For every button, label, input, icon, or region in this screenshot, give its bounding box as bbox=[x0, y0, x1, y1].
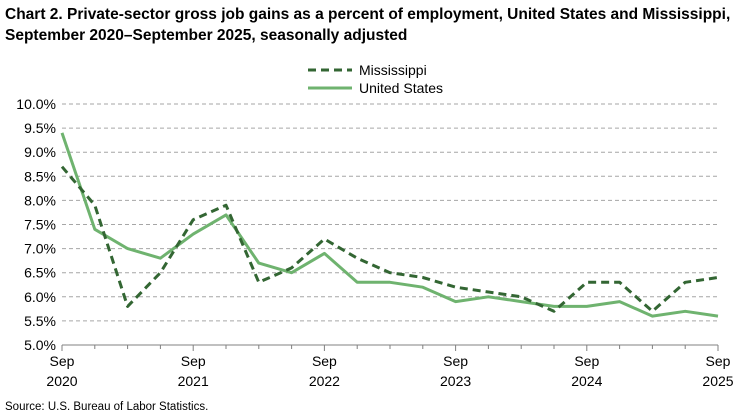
x-tick-label: Sep 2024 bbox=[571, 353, 602, 389]
x-tick-month: Sep bbox=[312, 353, 337, 369]
y-tick-label: 5.0% bbox=[24, 337, 56, 353]
x-tick-month: Sep bbox=[574, 353, 599, 369]
series-lines bbox=[60, 132, 719, 318]
x-tick-label: Sep 2025 bbox=[702, 353, 733, 389]
series-line-mississippi bbox=[60, 165, 719, 313]
y-tick-label: 9.5% bbox=[24, 120, 56, 136]
y-tick-label: 10.0% bbox=[16, 96, 56, 112]
y-tick-label: 6.5% bbox=[24, 265, 56, 281]
axes: 5.0% 5.5% 6.0% 6.5% 7.0% 7.5% 8.0% 8.5% 9.0% 9.5%… bbox=[16, 96, 733, 389]
gridlines bbox=[62, 103, 718, 322]
y-tick-label: 8.5% bbox=[24, 168, 56, 184]
x-tick-month: Sep bbox=[443, 353, 468, 369]
y-tick-label: 6.0% bbox=[24, 289, 56, 305]
y-tick-label: 5.5% bbox=[24, 313, 56, 329]
x-tick-label: Sep 2022 bbox=[309, 353, 340, 389]
y-tick-label: 7.5% bbox=[24, 217, 56, 233]
legend: Mississippi United States bbox=[308, 62, 443, 96]
y-tick-label: 7.0% bbox=[24, 241, 56, 257]
x-tick-year: 2024 bbox=[571, 373, 602, 389]
legend-label: Mississippi bbox=[359, 62, 427, 78]
x-tick-label: Sep 2021 bbox=[178, 353, 209, 389]
x-tick-year: 2023 bbox=[440, 373, 471, 389]
x-tick-label: Sep 2020 bbox=[46, 353, 77, 389]
x-tick-month: Sep bbox=[50, 353, 75, 369]
x-tick-month: Sep bbox=[706, 353, 731, 369]
x-tick-year: 2025 bbox=[702, 373, 733, 389]
x-tick-label: Sep 2023 bbox=[440, 353, 471, 389]
x-tick-year: 2021 bbox=[178, 373, 209, 389]
series-line-united-states bbox=[60, 132, 719, 318]
source-note: Source: U.S. Bureau of Labor Statistics. bbox=[5, 401, 209, 413]
x-tick-month: Sep bbox=[181, 353, 206, 369]
chart-title: Chart 2. Private-sector gross job gains … bbox=[5, 6, 731, 44]
y-tick-label: 9.0% bbox=[24, 144, 56, 160]
x-tick-year: 2022 bbox=[309, 373, 340, 389]
legend-label: United States bbox=[359, 80, 443, 96]
x-tick-year: 2020 bbox=[46, 373, 77, 389]
y-tick-label: 8.0% bbox=[24, 192, 56, 208]
